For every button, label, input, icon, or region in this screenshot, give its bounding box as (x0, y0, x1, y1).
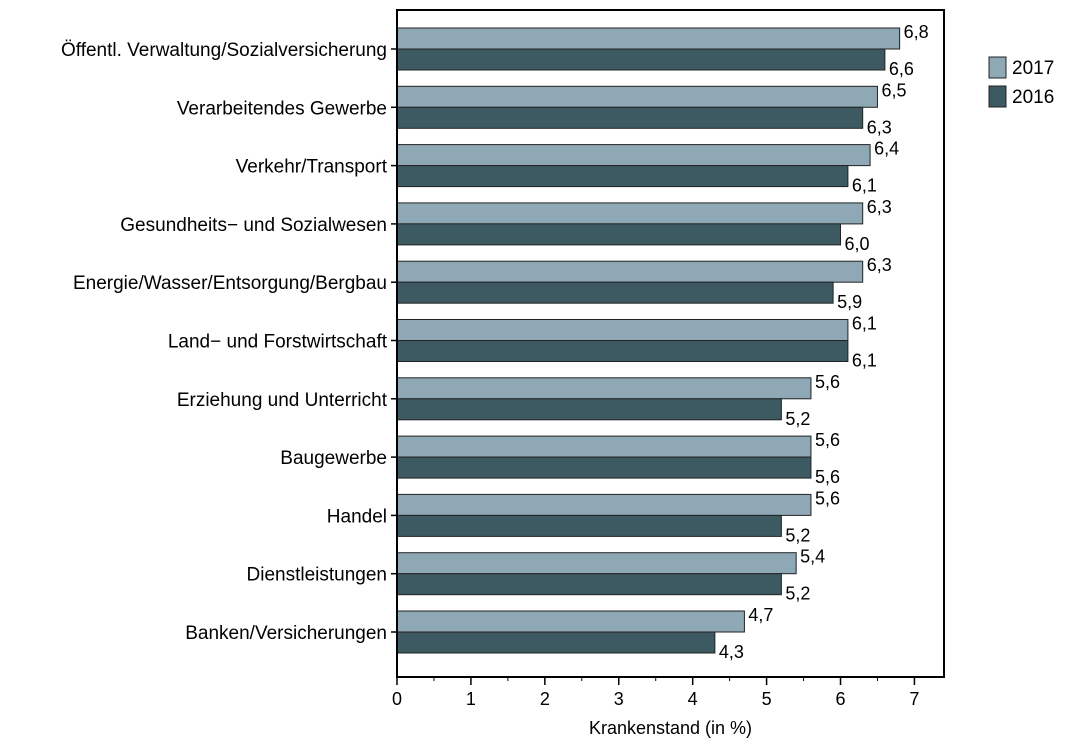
bar-2017 (396, 377, 812, 400)
value-label-2017: 5,4 (800, 547, 825, 567)
value-label-2017: 4,7 (748, 605, 773, 625)
value-label-2017: 6,8 (904, 22, 929, 42)
bar-2017 (396, 493, 812, 516)
category-labels: Öffentl. Verwaltung/Sozialversicherung Ve… (61, 40, 388, 644)
category-label: Erziehung und Unterricht (177, 390, 388, 411)
x-tick-label: 7 (909, 689, 919, 709)
value-label-2017: 6,4 (874, 139, 899, 159)
x-tick-label: 6 (836, 689, 846, 709)
category-label: Verkehr/Transport (236, 157, 388, 178)
legend-swatch-2017 (988, 56, 1007, 79)
bar-2017 (396, 610, 745, 633)
x-tick-label: 0 (392, 689, 402, 709)
value-label-2016: 6,1 (852, 176, 877, 196)
value-label-2016: 5,2 (785, 409, 810, 429)
bar-2017 (396, 552, 797, 575)
bar-2017 (396, 260, 864, 283)
x-tick-label: 4 (688, 689, 698, 709)
category-label: Baugewerbe (280, 448, 387, 469)
value-label-2016: 6,6 (889, 59, 914, 79)
bar-2016 (396, 223, 842, 246)
bar-2017 (396, 202, 864, 225)
value-label-2016: 6,1 (852, 351, 877, 371)
value-label-2017: 6,3 (867, 197, 892, 217)
bar-2016 (396, 340, 849, 362)
value-label-2017: 6,5 (881, 80, 906, 100)
x-tick-label: 5 (762, 689, 772, 709)
bar-2017 (396, 435, 812, 458)
value-label-2016: 5,6 (815, 467, 840, 487)
bar-2016 (396, 281, 834, 304)
bar-2017 (396, 144, 871, 167)
plot-frame (396, 9, 945, 678)
legend-label-2016: 2016 (1012, 87, 1054, 108)
value-label-2016: 5,9 (837, 292, 862, 312)
category-label: Land− und Forstwirtschaft (168, 332, 388, 353)
category-label: Öffentl. Verwaltung/Sozialversicherung (61, 40, 387, 61)
value-label-2017: 5,6 (815, 488, 840, 508)
value-label-2016: 4,3 (719, 642, 744, 662)
bar-2016 (396, 456, 812, 479)
value-label-2017: 6,3 (867, 255, 892, 275)
legend: 2017 2016 (988, 56, 1054, 108)
value-label-2016: 6,3 (867, 117, 892, 137)
value-label-2016: 5,2 (785, 584, 810, 604)
value-label-2016: 5,2 (785, 525, 810, 545)
bar-2016 (396, 514, 782, 537)
bar-2016 (396, 631, 716, 654)
bar-2016 (396, 106, 864, 129)
category-label: Verarbeitendes Gewerbe (177, 98, 387, 119)
category-label: Banken/Versicherungen (185, 623, 387, 644)
value-labels: 6,86,66,56,36,46,16,36,06,35,96,16,15,65… (719, 22, 929, 662)
x-tick-label: 1 (466, 689, 476, 709)
bar-2016 (396, 48, 886, 71)
category-label: Dienstleistungen (247, 565, 387, 586)
bar-2017 (396, 27, 901, 50)
bar-2017 (396, 85, 878, 108)
value-label-2016: 6,0 (845, 234, 870, 254)
legend-swatch-2016 (988, 85, 1007, 108)
value-label-2017: 5,6 (815, 372, 840, 392)
bar-2017 (396, 319, 849, 341)
legend-label-2017: 2017 (1012, 58, 1054, 79)
bar-2016 (396, 398, 782, 421)
category-label: Energie/Wasser/Entsorgung/Bergbau (73, 273, 387, 294)
value-label-2017: 5,6 (815, 430, 840, 450)
x-tick-label: 3 (614, 689, 624, 709)
x-axis: 0 1 2 3 4 5 6 7 (391, 48, 919, 709)
category-label: Gesundheits− und Sozialwesen (120, 215, 387, 236)
category-label: Handel (327, 506, 387, 527)
x-tick-label: 2 (540, 689, 550, 709)
bar-2016 (396, 573, 782, 596)
x-axis-title: Krankenstand (in %) (589, 718, 752, 738)
value-label-2017: 6,1 (852, 314, 877, 334)
bar-2016 (396, 165, 849, 188)
